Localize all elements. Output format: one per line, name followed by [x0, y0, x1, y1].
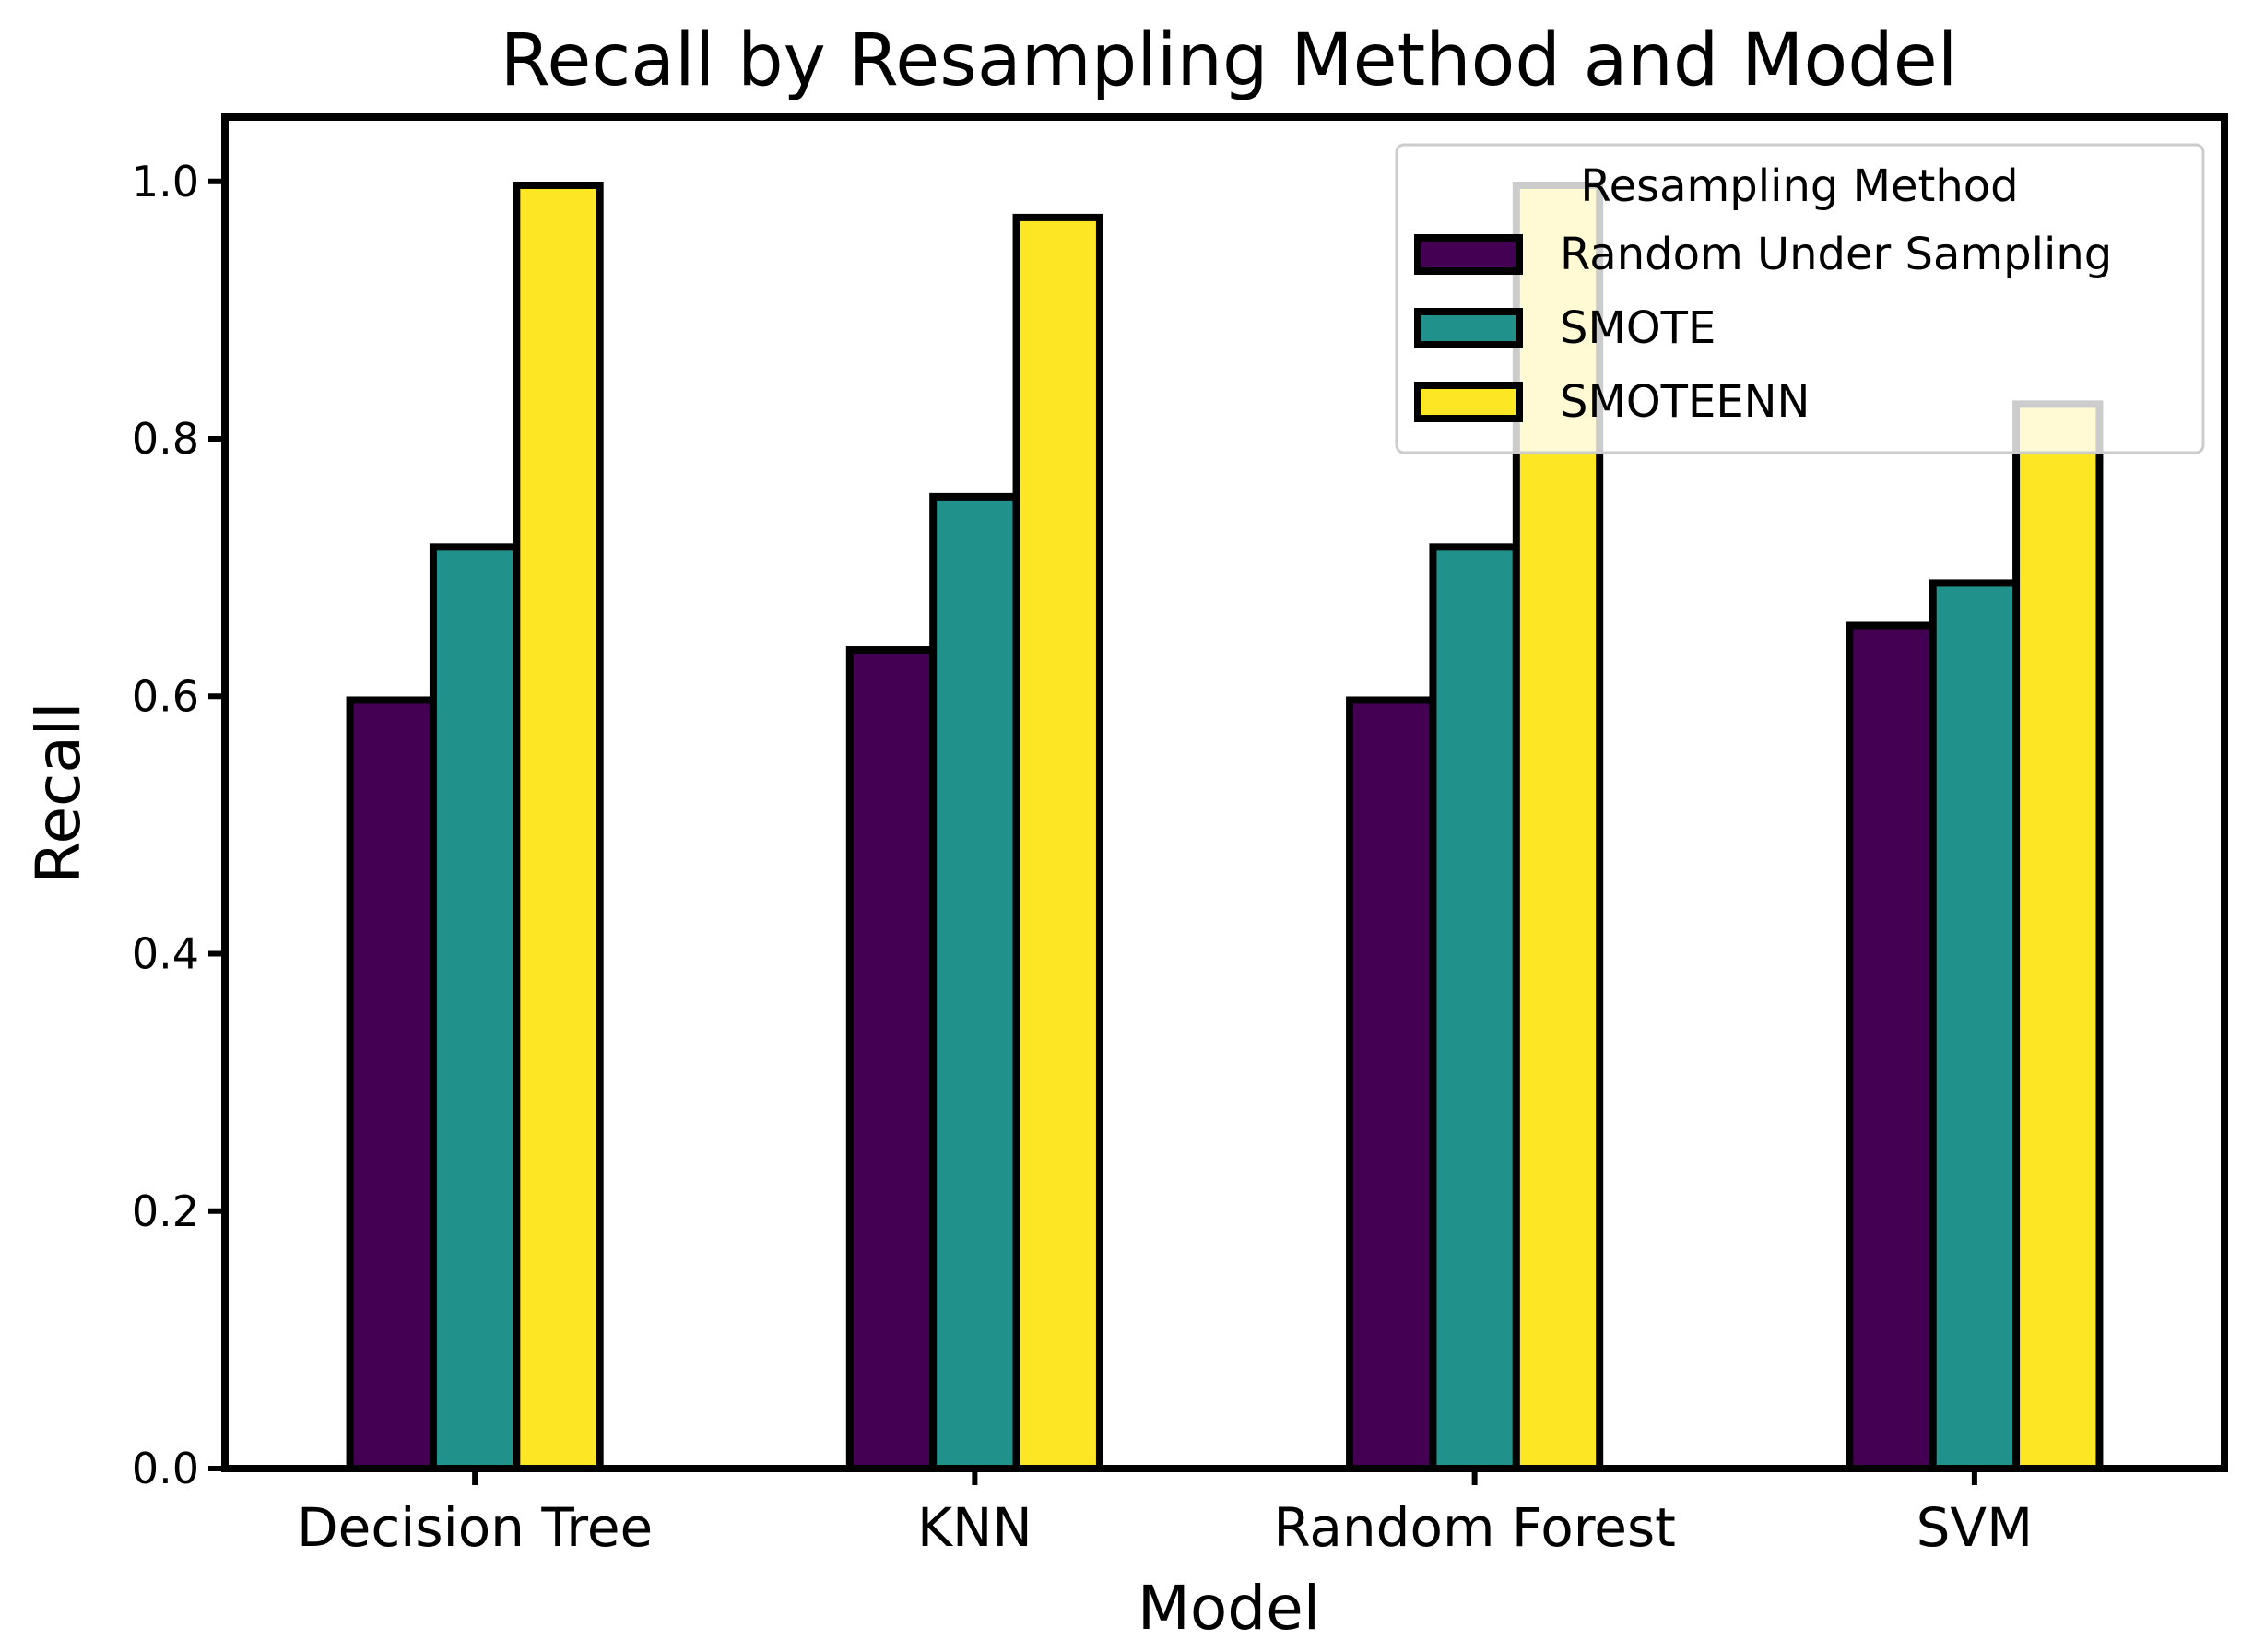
legend-label: Random Under Sampling — [1560, 229, 2112, 280]
bar-knn-random-under-sampling — [845, 646, 938, 1472]
y-tick-label: 0.8 — [132, 414, 199, 464]
legend-entries: Random Under Sampling SMOTE SMOTEENN — [1414, 229, 2112, 428]
legend: Resampling Method Random Under Sampling S… — [1395, 143, 2205, 454]
x-axis-label: Model — [1138, 1573, 1320, 1644]
y-tick-label: 0.0 — [132, 1444, 199, 1493]
bar-decision-tree-smote — [429, 543, 521, 1472]
legend-label: SMOTEENN — [1560, 376, 1810, 428]
legend-swatch — [1414, 382, 1523, 422]
legend-swatch — [1414, 234, 1523, 275]
bar-knn-smoteenn — [1012, 213, 1103, 1473]
bar-decision-tree-random-under-sampling — [346, 696, 437, 1472]
bar-decision-tree-smoteenn — [513, 181, 604, 1473]
bar-knn-smote — [929, 492, 1020, 1472]
legend-box — [1395, 143, 2205, 454]
y-axis-label: Recall — [23, 702, 94, 884]
x-tick-label: SVM — [1917, 1496, 2034, 1559]
legend-label: SMOTE — [1560, 302, 1716, 354]
y-tick-label: 0.2 — [132, 1186, 199, 1236]
bar-random-forest-smote — [1429, 543, 1520, 1472]
y-tick-label: 0.6 — [132, 671, 199, 721]
x-axis: Decision Tree KNN Random Forest SVM — [297, 1469, 2033, 1559]
chart-title: Recall by Resampling Method and Model — [501, 19, 1958, 102]
x-tick-label: Decision Tree — [297, 1496, 653, 1559]
bar-svm-smote — [1929, 579, 2021, 1472]
plot-frame — [221, 113, 2228, 1472]
y-tick-label: 0.4 — [132, 929, 199, 979]
x-tick-label: Random Forest — [1273, 1496, 1676, 1559]
y-axis: 0.0 0.2 0.4 0.6 0.8 1.0 — [132, 157, 225, 1493]
x-tick-label: KNN — [917, 1496, 1032, 1559]
y-tick-label: 1.0 — [132, 157, 199, 206]
bar-svm-random-under-sampling — [1846, 621, 1937, 1472]
bar-random-forest-random-under-sampling — [1346, 696, 1437, 1472]
legend-title: Resampling Method — [1580, 160, 2018, 212]
bar-svm-smoteenn — [2012, 400, 2104, 1472]
legend-swatch — [1414, 308, 1523, 348]
